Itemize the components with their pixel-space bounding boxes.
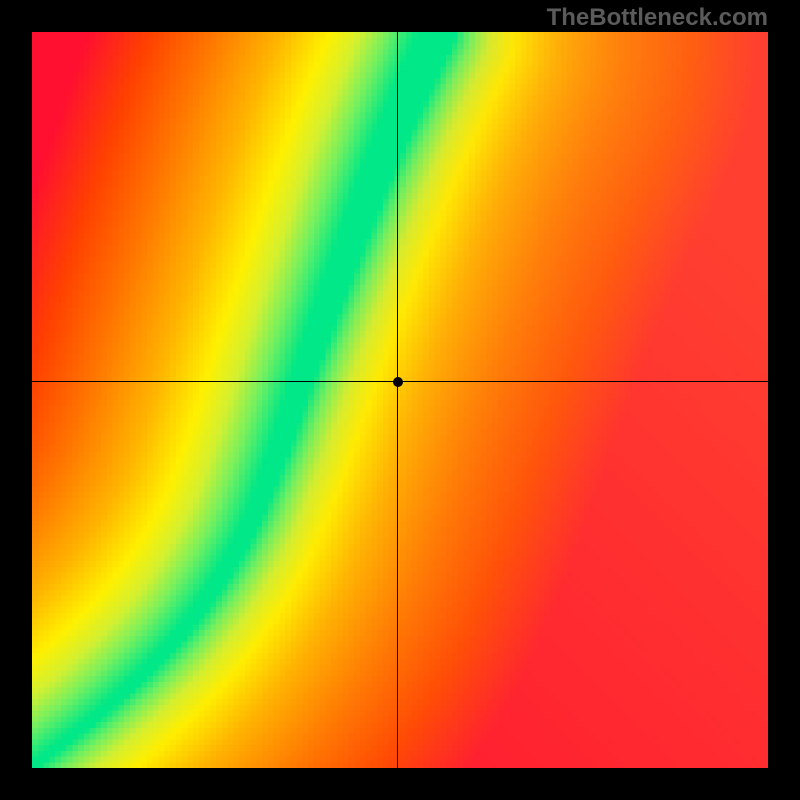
chart-container: TheBottleneck.com xyxy=(0,0,800,800)
crosshair-vertical xyxy=(397,32,398,768)
heatmap-canvas xyxy=(32,32,768,768)
watermark-text: TheBottleneck.com xyxy=(547,4,768,32)
marker-dot xyxy=(393,377,403,387)
